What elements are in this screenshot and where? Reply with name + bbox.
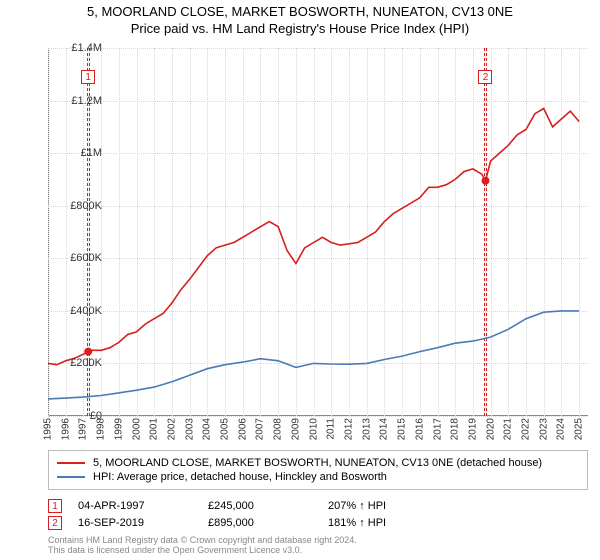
x-axis-label: 2020	[485, 418, 496, 440]
sale-marker-number: 2	[478, 70, 492, 84]
x-axis-label: 2014	[379, 418, 390, 440]
x-axis-label: 2016	[414, 418, 425, 440]
chart-subtitle: Price paid vs. HM Land Registry's House …	[0, 21, 600, 36]
sale-dot-icon	[482, 177, 490, 185]
footer-line: This data is licensed under the Open Gov…	[48, 546, 588, 556]
chart-title: 5, MOORLAND CLOSE, MARKET BOSWORTH, NUNE…	[0, 4, 600, 19]
sale-pct: 181% ↑ HPI	[328, 517, 458, 529]
sale-marker-number: 1	[81, 70, 95, 84]
x-axis-label: 2022	[521, 418, 532, 440]
x-axis-label: 1997	[78, 418, 89, 440]
x-axis-label: 2011	[326, 418, 337, 440]
sale-row: 2 16-SEP-2019 £895,000 181% ↑ HPI	[48, 516, 588, 530]
legend: 5, MOORLAND CLOSE, MARKET BOSWORTH, NUNE…	[48, 450, 588, 490]
x-axis-label: 2010	[308, 418, 319, 440]
x-axis-label: 1999	[113, 418, 124, 440]
y-axis-label: £400K	[54, 305, 102, 317]
x-axis-label: 2004	[202, 418, 213, 440]
x-axis-label: 2008	[273, 418, 284, 440]
y-axis-label: £1.4M	[54, 42, 102, 54]
legend-label: 5, MOORLAND CLOSE, MARKET BOSWORTH, NUNE…	[93, 457, 542, 469]
sale-pct: 207% ↑ HPI	[328, 500, 458, 512]
legend-label: HPI: Average price, detached house, Hinc…	[93, 471, 387, 483]
y-axis-label: £1.2M	[54, 95, 102, 107]
sale-price: £895,000	[208, 517, 328, 529]
sale-marker-icon: 2	[48, 516, 62, 530]
x-axis-label: 1995	[43, 418, 54, 440]
x-axis-label: 2000	[131, 418, 142, 440]
sale-price: £245,000	[208, 500, 328, 512]
x-axis-label: 2001	[149, 418, 160, 440]
sale-marker-icon: 1	[48, 499, 62, 513]
x-axis-label: 2005	[220, 418, 231, 440]
x-axis-label: 2019	[467, 418, 478, 440]
legend-swatch	[57, 462, 85, 464]
x-axis-label: 2002	[166, 418, 177, 440]
x-axis-label: 2015	[397, 418, 408, 440]
sale-date: 16-SEP-2019	[78, 517, 208, 529]
x-axis-label: 2025	[574, 418, 585, 440]
sale-records: 1 04-APR-1997 £245,000 207% ↑ HPI 2 16-S…	[48, 496, 588, 533]
x-axis-label: 1998	[96, 418, 107, 440]
attribution-footer: Contains HM Land Registry data © Crown c…	[48, 536, 588, 556]
x-axis-label: 1996	[60, 418, 71, 440]
x-axis-label: 2017	[432, 418, 443, 440]
legend-swatch	[57, 476, 85, 478]
x-axis-label: 2009	[290, 418, 301, 440]
legend-item: 5, MOORLAND CLOSE, MARKET BOSWORTH, NUNE…	[57, 457, 579, 469]
y-axis-label: £200K	[54, 357, 102, 369]
x-axis-label: 2023	[538, 418, 549, 440]
y-axis-label: £800K	[54, 200, 102, 212]
sale-date: 04-APR-1997	[78, 500, 208, 512]
sale-row: 1 04-APR-1997 £245,000 207% ↑ HPI	[48, 499, 588, 513]
x-axis-label: 2018	[450, 418, 461, 440]
y-axis-label: £600K	[54, 252, 102, 264]
x-axis-label: 2021	[503, 418, 514, 440]
series-line-hpi	[48, 311, 579, 399]
x-axis-label: 2013	[361, 418, 372, 440]
x-axis-label: 2003	[184, 418, 195, 440]
chart-plot-area: 12	[48, 48, 588, 416]
series-line-property	[48, 109, 579, 365]
sale-dot-icon	[84, 348, 92, 356]
x-axis-label: 2012	[343, 418, 354, 440]
x-axis-label: 2007	[255, 418, 266, 440]
gridline-horizontal	[48, 416, 588, 417]
x-axis-label: 2006	[237, 418, 248, 440]
y-axis-label: £1M	[54, 147, 102, 159]
x-axis-label: 2024	[556, 418, 567, 440]
legend-item: HPI: Average price, detached house, Hinc…	[57, 471, 579, 483]
